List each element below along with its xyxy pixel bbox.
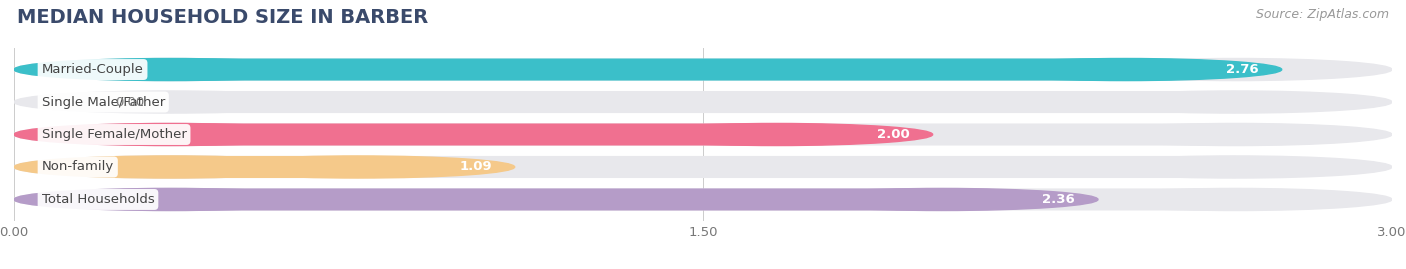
Circle shape xyxy=(1080,188,1392,211)
Circle shape xyxy=(14,188,326,211)
Text: Single Female/Mother: Single Female/Mother xyxy=(42,128,187,141)
Text: Married-Couple: Married-Couple xyxy=(42,63,143,76)
Text: MEDIAN HOUSEHOLD SIZE IN BARBER: MEDIAN HOUSEHOLD SIZE IN BARBER xyxy=(17,8,427,27)
Text: 0.00: 0.00 xyxy=(115,95,145,108)
FancyBboxPatch shape xyxy=(170,156,359,178)
Circle shape xyxy=(14,123,326,146)
FancyBboxPatch shape xyxy=(170,91,1236,113)
Circle shape xyxy=(1080,156,1392,178)
Circle shape xyxy=(1080,123,1392,146)
Circle shape xyxy=(14,156,326,178)
Circle shape xyxy=(14,58,326,81)
FancyBboxPatch shape xyxy=(170,58,1236,81)
FancyBboxPatch shape xyxy=(170,123,776,146)
Text: Single Male/Father: Single Male/Father xyxy=(42,95,165,108)
Text: Source: ZipAtlas.com: Source: ZipAtlas.com xyxy=(1256,8,1389,21)
Circle shape xyxy=(1080,91,1392,113)
Text: Non-family: Non-family xyxy=(42,161,114,174)
Circle shape xyxy=(14,91,326,113)
Circle shape xyxy=(620,123,932,146)
Circle shape xyxy=(202,156,515,178)
Circle shape xyxy=(14,123,326,146)
Text: 1.09: 1.09 xyxy=(460,161,492,174)
Text: Total Households: Total Households xyxy=(42,193,155,206)
Circle shape xyxy=(14,188,326,211)
FancyBboxPatch shape xyxy=(170,156,1236,178)
Circle shape xyxy=(1080,58,1392,81)
Circle shape xyxy=(969,58,1282,81)
FancyBboxPatch shape xyxy=(170,123,1236,146)
Circle shape xyxy=(14,156,326,178)
FancyBboxPatch shape xyxy=(170,188,1236,211)
Text: 2.76: 2.76 xyxy=(1226,63,1258,76)
Text: 2.36: 2.36 xyxy=(1042,193,1076,206)
FancyBboxPatch shape xyxy=(170,188,942,211)
Circle shape xyxy=(14,58,326,81)
Circle shape xyxy=(786,188,1098,211)
Text: 2.00: 2.00 xyxy=(877,128,910,141)
FancyBboxPatch shape xyxy=(170,58,1126,81)
